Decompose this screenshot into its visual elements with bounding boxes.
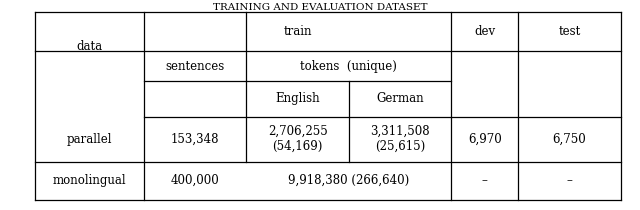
- Text: English: English: [275, 92, 320, 105]
- Text: parallel: parallel: [67, 133, 113, 146]
- Text: –: –: [482, 174, 488, 187]
- Text: 400,000: 400,000: [171, 174, 220, 187]
- Text: 2,706,255
(54,169): 2,706,255 (54,169): [268, 125, 328, 153]
- Text: data: data: [77, 40, 102, 53]
- Text: 153,348: 153,348: [171, 133, 220, 146]
- Text: monolingual: monolingual: [52, 174, 127, 187]
- Text: German: German: [376, 92, 424, 105]
- Text: train: train: [284, 25, 312, 38]
- Text: TRAINING AND EVALUATION DATASET: TRAINING AND EVALUATION DATASET: [212, 3, 428, 12]
- Text: test: test: [559, 25, 580, 38]
- Text: 9,918,380 (266,640): 9,918,380 (266,640): [288, 174, 410, 187]
- Text: 6,750: 6,750: [553, 133, 586, 146]
- Text: dev: dev: [474, 25, 495, 38]
- Text: 3,311,508
(25,615): 3,311,508 (25,615): [370, 125, 430, 153]
- Text: –: –: [566, 174, 573, 187]
- Text: sentences: sentences: [166, 60, 225, 73]
- Text: tokens  (unique): tokens (unique): [300, 60, 397, 73]
- Text: 6,970: 6,970: [468, 133, 502, 146]
